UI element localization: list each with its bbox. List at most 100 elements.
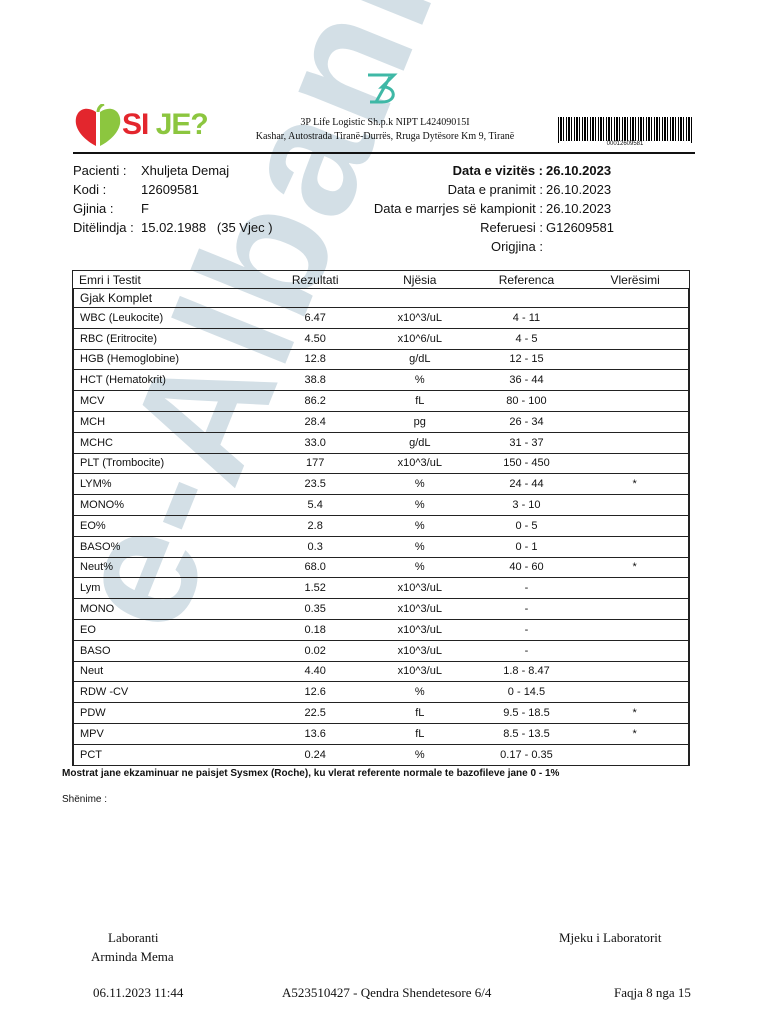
patient-code: 12609581 — [141, 182, 199, 197]
reference-cell: - — [471, 618, 582, 640]
table-row: Neut% 68.0% 40 - 60 * — [73, 556, 689, 578]
table-row: MONO 0.35 x10^3/uL - — [73, 598, 689, 619]
result-cell: 6.47 — [262, 307, 368, 328]
unit-cell: % — [367, 535, 472, 557]
test-name-cell: RBC (Eritrocite) — [73, 327, 263, 349]
test-name-cell: BASO% — [73, 535, 263, 557]
col-test-name: Emri i Testit — [73, 271, 263, 289]
table-row: PDW 22.5 fL 9.5 - 18.5 * — [73, 702, 689, 723]
evaluation-cell — [581, 369, 689, 391]
label-origjina: Origjina : — [490, 239, 543, 254]
reference-cell: 0 - 5 — [471, 514, 582, 536]
evaluation-cell — [581, 514, 689, 536]
reference-cell: 0 - 1 — [471, 535, 582, 557]
evaluation-cell — [581, 307, 689, 328]
test-name-cell: PCT — [73, 743, 263, 765]
patient-values: Xhuljeta Demaj 12609581 F 15.02.1988 (35… — [141, 161, 273, 237]
reference-cell: 26 - 34 — [471, 410, 582, 432]
unit-cell: g/dL — [367, 431, 472, 453]
label-data-pranimit: Data e pranimit : — [447, 182, 543, 197]
evaluation-cell: * — [581, 556, 689, 578]
print-datetime: 06.11.2023 11:44 — [93, 985, 184, 1000]
unit-cell: x10^3/uL — [367, 598, 472, 619]
unit-cell: % — [367, 681, 472, 702]
test-name-cell: Neut — [73, 660, 263, 682]
table-row: HGB (Hemoglobine) 12.8 g/dL 12 - 15 — [73, 348, 689, 370]
reference-cell: - — [471, 598, 582, 619]
reference-cell: 8.5 - 13.5 — [471, 722, 582, 744]
test-name-cell: LYM% — [73, 473, 263, 495]
evaluation-cell — [581, 410, 689, 432]
heart-apple-logo-icon — [75, 104, 121, 146]
unit-cell: x10^6/uL — [367, 327, 472, 349]
col-evaluation: Vlerësimi — [581, 271, 689, 289]
label-referuesi: Referuesi : — [480, 220, 543, 235]
laboranti-label: Laboranti — [108, 930, 159, 945]
evaluation-cell: * — [581, 473, 689, 495]
test-name-cell: Lym — [73, 577, 263, 599]
reference-cell: 9.5 - 18.5 — [471, 702, 582, 723]
patient-labels: Pacienti : Kodi : Gjinia : Ditëlindja : — [73, 161, 134, 237]
result-cell: 68.0 — [262, 556, 368, 578]
result-cell: 0.35 — [262, 598, 368, 619]
evaluation-cell — [581, 535, 689, 557]
label-kodi: Kodi : — [73, 182, 107, 197]
reference-cell: 150 - 450 — [471, 452, 582, 474]
center-info: A523510427 - Qendra Shendetesore 6/4 — [282, 985, 492, 1000]
patient-gender: F — [141, 201, 149, 216]
evaluation-cell — [581, 452, 689, 474]
table-row: MONO% 5.4% 3 - 10 — [73, 494, 689, 515]
result-cell: 33.0 — [262, 431, 368, 453]
result-cell: 0.02 — [262, 639, 368, 661]
result-cell: 0.18 — [262, 618, 368, 640]
unit-cell: x10^3/uL — [367, 307, 472, 328]
evaluation-cell — [581, 390, 689, 411]
result-cell: 12.6 — [262, 681, 368, 702]
logo-si: SI — [122, 108, 149, 141]
unit-cell: x10^3/uL — [367, 660, 472, 682]
header-divider — [73, 152, 695, 154]
result-cell: 4.40 — [262, 660, 368, 682]
visit-values: 26.10.2023 26.10.2023 26.10.2023 G126095… — [546, 161, 614, 237]
test-name-cell: WBC (Leukocite) — [73, 307, 263, 328]
evaluation-cell — [581, 743, 689, 765]
sample-date: 26.10.2023 — [546, 201, 612, 216]
test-name-cell: MCV — [73, 390, 263, 411]
mjeku-label: Mjeku i Laboratorit — [559, 930, 662, 945]
table-row: RDW -CV 12.6% 0 - 14.5 — [73, 681, 689, 703]
table-row: MCHC 33.0 g/dL 31 - 37 — [73, 431, 689, 453]
barcode-number: 00012609581 — [560, 141, 690, 147]
evaluation-cell — [581, 681, 689, 703]
company-info: 3P Life Logistic Sh.p.k NIPT L42409015I … — [230, 116, 540, 144]
reference-cell: 0 - 14.5 — [471, 681, 582, 702]
laboranti-name: Arminda Mema — [91, 949, 174, 964]
col-reference: Referenca — [471, 271, 582, 289]
reference-cell: 12 - 15 — [471, 348, 582, 370]
reference-cell: 1.8 - 8.47 — [471, 660, 582, 682]
result-cell: 177 — [262, 452, 368, 474]
col-unit: Njësia — [367, 271, 472, 289]
test-name-cell: HCT (Hematokrit) — [73, 369, 263, 391]
barcode — [558, 117, 694, 143]
visit-labels: Data e vizitës : Data e pranimit : Data … — [374, 161, 543, 256]
unit-cell: x10^3/uL — [367, 639, 472, 661]
evaluation-cell — [581, 431, 689, 453]
result-cell: 4.50 — [262, 327, 368, 349]
result-cell: 0.3 — [262, 535, 368, 557]
test-name-cell: RDW -CV — [73, 681, 263, 703]
evaluation-cell — [581, 327, 689, 349]
reference-cell: 80 - 100 — [471, 390, 582, 411]
reference-cell: 4 - 11 — [471, 307, 582, 328]
table-row: MPV 13.6 fL 8.5 - 13.5 * — [73, 722, 689, 744]
evaluation-cell — [581, 494, 689, 515]
results-table: Emri i Testit Rezultati Njësia Referenca… — [72, 270, 690, 766]
evaluation-cell — [581, 639, 689, 661]
reference-cell: 24 - 44 — [471, 473, 582, 494]
table-row: EO% 2.8% 0 - 5 — [73, 514, 689, 536]
result-cell: 5.4 — [262, 494, 368, 515]
referrer: G12609581 — [546, 220, 614, 235]
unit-cell: % — [367, 743, 472, 765]
result-cell: 86.2 — [262, 390, 368, 411]
unit-cell: % — [367, 556, 472, 578]
evaluation-cell: * — [581, 702, 689, 723]
